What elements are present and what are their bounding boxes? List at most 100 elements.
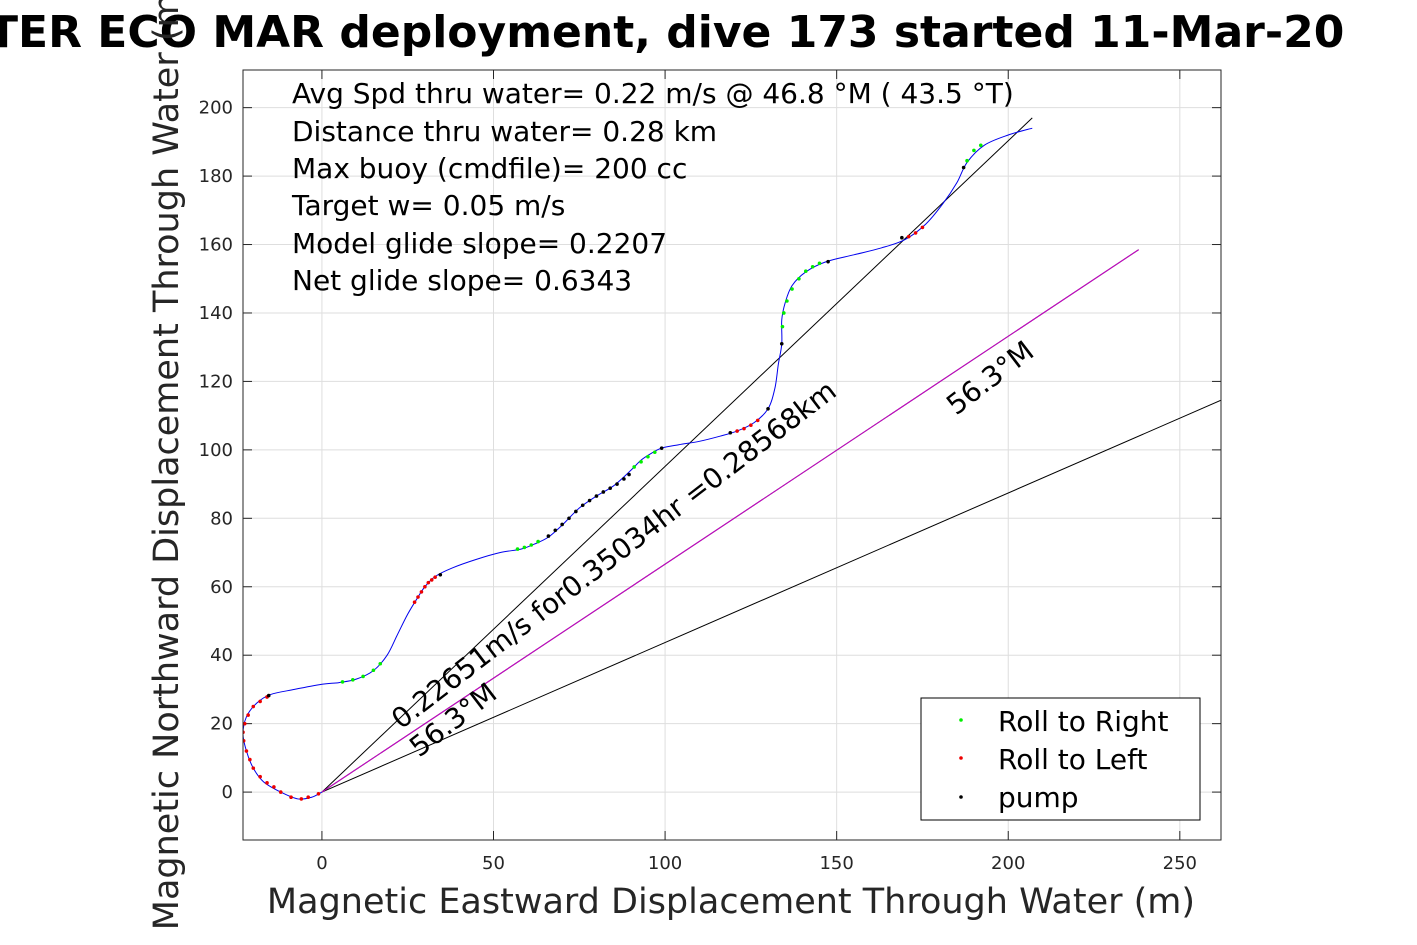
point-roll-to-left bbox=[248, 757, 252, 762]
point-roll-to-right bbox=[965, 158, 969, 163]
point-roll-to-left bbox=[289, 795, 293, 800]
x-tick-label: 250 bbox=[1163, 853, 1197, 874]
y-tick-label: 160 bbox=[199, 235, 233, 256]
point-roll-to-right bbox=[810, 264, 815, 269]
point-pump bbox=[567, 516, 571, 521]
point-pump bbox=[580, 503, 585, 508]
y-axis-label: Magnetic Northward Displacement Through … bbox=[147, 0, 187, 930]
point-pump bbox=[587, 498, 592, 503]
point-roll-to-left bbox=[278, 790, 283, 794]
point-roll-to-left bbox=[429, 578, 434, 582]
point-pump bbox=[266, 693, 271, 698]
x-tick-label: 50 bbox=[482, 853, 505, 874]
point-roll-to-right bbox=[797, 276, 801, 281]
point-roll-to-right bbox=[972, 148, 976, 153]
point-roll-to-left bbox=[433, 575, 437, 579]
y-tick-label: 140 bbox=[199, 303, 233, 324]
point-pump bbox=[594, 494, 599, 498]
point-roll-to-left bbox=[244, 749, 249, 753]
point-pump bbox=[553, 528, 558, 533]
x-tick-label: 0 bbox=[316, 853, 327, 874]
point-roll-to-right bbox=[632, 465, 636, 469]
point-pump bbox=[560, 522, 564, 527]
point-roll-to-left bbox=[258, 699, 262, 704]
y-tick-label: 180 bbox=[199, 166, 233, 187]
reference-line-heading-far bbox=[321, 399, 1221, 793]
point-roll-to-right bbox=[817, 261, 822, 266]
point-roll-to-left bbox=[251, 704, 256, 709]
x-tick-label: 100 bbox=[648, 853, 682, 874]
point-roll-to-left bbox=[419, 590, 424, 594]
point-pump bbox=[659, 446, 664, 450]
annotation-target-w: Target w= 0.05 m/s bbox=[291, 189, 565, 222]
point-roll-to-left bbox=[755, 418, 760, 423]
point-roll-to-left bbox=[749, 423, 753, 428]
annotations: Avg Spd thru water= 0.22 m/s @ 46.8 °M (… bbox=[291, 77, 1014, 297]
x-axis-label: Magnetic Eastward Displacement Through W… bbox=[267, 882, 1195, 922]
reference-line-speed-line bbox=[321, 117, 1033, 793]
point-pump bbox=[900, 235, 904, 240]
point-pump bbox=[826, 259, 830, 264]
point-roll-to-left bbox=[423, 584, 427, 589]
point-roll-to-left bbox=[306, 795, 311, 800]
annotation-model-glide-slope: Model glide slope= 0.2207 bbox=[292, 227, 667, 260]
y-tick-label: 60 bbox=[210, 577, 233, 598]
legend-marker-pump bbox=[959, 795, 963, 799]
legend-label-roll-right: Roll to Right bbox=[998, 705, 1169, 738]
plot-frame bbox=[242, 69, 1222, 841]
point-pump bbox=[438, 572, 443, 577]
point-roll-to-right bbox=[378, 661, 383, 666]
y-tick-label: 100 bbox=[199, 440, 233, 461]
legend-label-pump: pump bbox=[998, 781, 1079, 814]
point-roll-to-left bbox=[251, 766, 256, 770]
point-roll-to-right bbox=[646, 454, 650, 459]
y-tick-label: 0 bbox=[222, 782, 233, 803]
point-pump bbox=[546, 534, 551, 538]
y-tick-label: 200 bbox=[199, 98, 233, 119]
point-roll-to-left bbox=[265, 781, 269, 785]
point-roll-to-left bbox=[913, 231, 918, 235]
point-roll-to-right bbox=[351, 678, 355, 682]
point-roll-to-left bbox=[412, 600, 417, 604]
point-roll-to-left bbox=[316, 792, 321, 796]
point-roll-to-left bbox=[742, 426, 746, 431]
point-roll-to-left bbox=[246, 713, 250, 717]
point-roll-to-left bbox=[920, 225, 925, 230]
point-pump bbox=[779, 341, 784, 346]
point-roll-to-right bbox=[361, 674, 365, 679]
annotation-max-buoy: Max buoy (cmdfile)= 200 cc bbox=[292, 152, 687, 185]
point-roll-to-right bbox=[978, 143, 983, 148]
legend-marker-roll-right bbox=[959, 718, 963, 722]
point-roll-to-left bbox=[258, 774, 262, 779]
y-tick-label: 80 bbox=[210, 508, 233, 529]
point-roll-to-left bbox=[243, 738, 246, 743]
point-roll-to-right bbox=[536, 539, 540, 544]
point-roll-to-right bbox=[780, 324, 785, 329]
annotation-net-glide-slope: Net glide slope= 0.6343 bbox=[292, 264, 632, 297]
point-roll-to-right bbox=[803, 269, 808, 274]
legend-marker-roll-left bbox=[959, 756, 963, 760]
point-pump bbox=[627, 472, 631, 477]
point-roll-to-right bbox=[371, 668, 376, 673]
point-roll-to-left bbox=[426, 580, 431, 585]
point-roll-to-right bbox=[782, 311, 786, 315]
chart-title: TER ECO MAR deployment, dive 173 started… bbox=[0, 7, 1344, 58]
point-roll-to-right bbox=[790, 287, 794, 291]
x-tick-label: 200 bbox=[991, 853, 1025, 874]
annotation-avg-speed: Avg Spd thru water= 0.22 m/s @ 46.8 °M (… bbox=[292, 77, 1014, 110]
point-roll-to-left bbox=[906, 234, 911, 239]
point-pump bbox=[728, 430, 733, 435]
point-roll-to-left bbox=[416, 595, 420, 599]
point-pump bbox=[961, 165, 966, 170]
tick-labels: 0 50 100 150 200 250 0 20 40 60 80 100 120 140 160 180 2… bbox=[199, 98, 1197, 874]
point-pump bbox=[766, 407, 770, 411]
point-roll-to-left bbox=[243, 721, 247, 726]
point-roll-to-left bbox=[735, 429, 739, 433]
point-roll-to-right bbox=[529, 543, 534, 547]
x-tick-label: 150 bbox=[819, 853, 853, 874]
point-roll-to-right bbox=[515, 547, 520, 551]
point-roll-to-right bbox=[340, 680, 345, 684]
annotation-distance: Distance thru water= 0.28 km bbox=[292, 115, 717, 148]
point-pump bbox=[608, 486, 612, 490]
